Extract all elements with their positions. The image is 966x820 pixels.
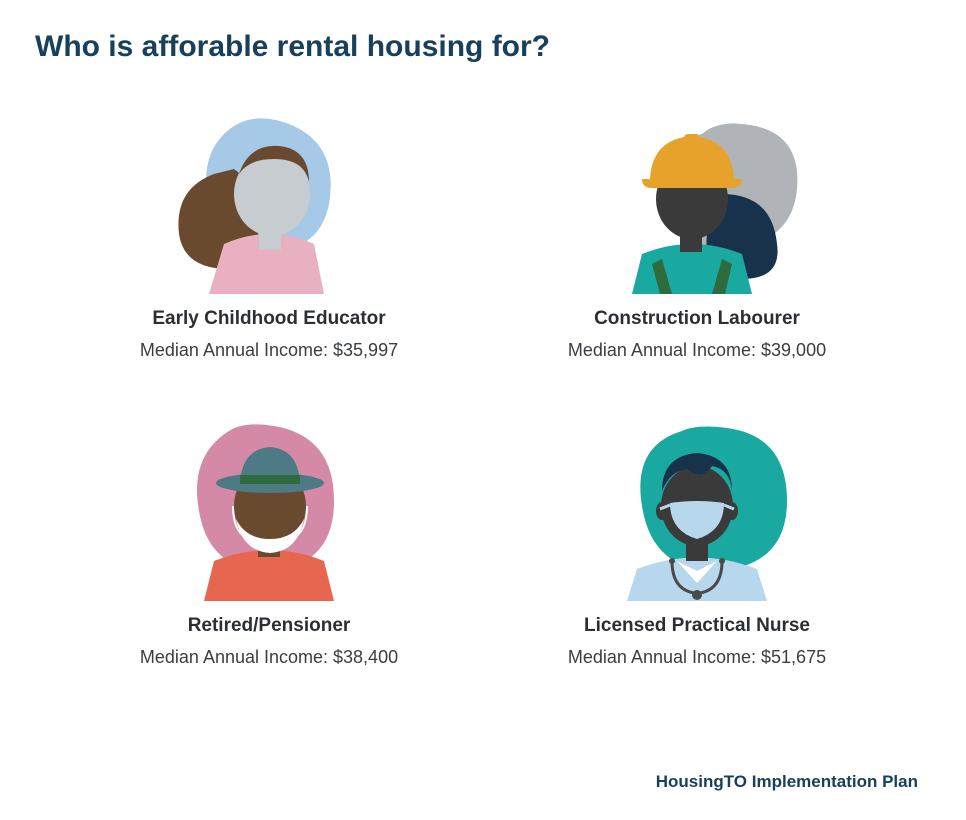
persona-role: Construction Labourer [594,308,800,330]
persona-illustration-labourer [582,104,812,294]
persona-card-nurse: Licensed Practical Nurse Median Annual I… [503,411,891,668]
persona-illustration-nurse [582,411,812,601]
persona-income: Median Annual Income: $51,675 [568,647,826,668]
persona-income: Median Annual Income: $38,400 [140,647,398,668]
persona-income: Median Annual Income: $39,000 [568,340,826,361]
page-title: Who is afforable rental housing for? [35,30,931,64]
persona-card-retired: Retired/Pensioner Median Annual Income: … [75,411,463,668]
persona-card-educator: Early Childhood Educator Median Annual I… [75,104,463,361]
footer-text: HousingTO Implementation Plan [656,772,918,792]
persona-role: Early Childhood Educator [152,308,385,330]
persona-income: Median Annual Income: $35,997 [140,340,398,361]
persona-card-labourer: Construction Labourer Median Annual Inco… [503,104,891,361]
persona-illustration-retired [154,411,384,601]
persona-grid: Early Childhood Educator Median Annual I… [35,104,931,668]
persona-role: Retired/Pensioner [188,615,351,637]
persona-illustration-educator [154,104,384,294]
persona-role: Licensed Practical Nurse [584,615,810,637]
